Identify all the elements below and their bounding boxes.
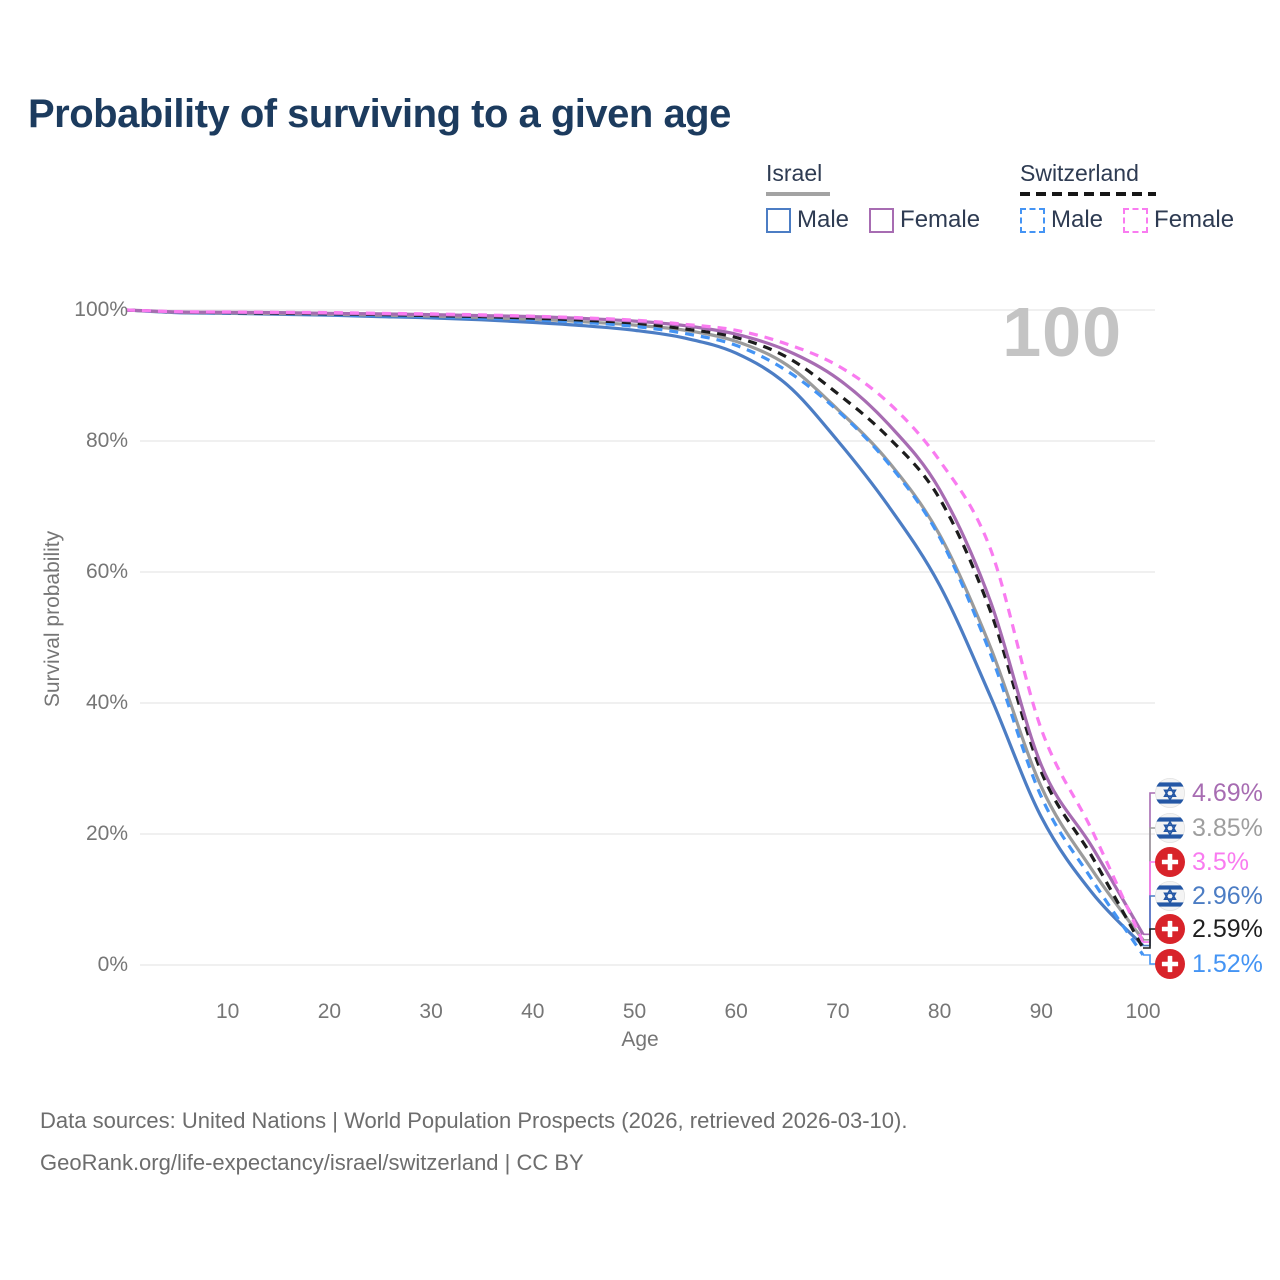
switzerland-female-swatch-icon [1123,207,1149,233]
y-tick-60%: 60% [85,560,128,583]
israel-female-swatch-icon [869,207,895,233]
x-tick-90: 90 [1029,1000,1053,1023]
end-label-il_f: 4.69% [1155,777,1263,809]
leader-line-ch_m [1143,954,1156,965]
legend-label-israel-female: Female [900,206,981,233]
end-value-il_m: 2.96% [1192,881,1263,910]
legend-linestyle-switzerland [1020,192,1156,196]
legend-label-israel-male: Male [797,206,850,233]
y-tick-80%: 80% [85,429,128,452]
switzerland-flag-icon [1155,847,1185,877]
attribution-text: GeoRank.org/life-expectancy/israel/switz… [40,1150,584,1175]
end-value-ch_t: 2.59% [1192,914,1263,943]
legend-label-switzerland-male: Male [1051,206,1104,233]
x-axis-title: Age [621,1028,659,1051]
israel-male-swatch-icon [766,207,791,233]
legend-linestyle-israel [766,192,830,196]
switzerland-male-swatch-icon [1020,207,1045,233]
x-tick-50: 50 [622,1000,647,1023]
israel-flag-icon [1155,778,1185,808]
x-tick-60: 60 [724,1000,748,1023]
curve-ch_t [125,308,1145,949]
leader-line-ch_t [1143,928,1156,949]
end-value-ch_f: 3.5% [1192,847,1249,876]
legend-item-israel-male[interactable]: Male [766,206,849,234]
x-tick-20: 20 [317,1000,342,1023]
end-label-ch_m: 1.52% [1155,948,1263,980]
curve-il_m [125,308,1145,947]
x-tick-100: 100 [1125,1000,1161,1023]
end-value-il_t: 3.85% [1192,813,1263,842]
curve-ch_m [125,308,1145,956]
y-tick-0%: 0% [97,953,128,976]
y-tick-20%: 20% [85,822,128,845]
age-counter-watermark: 100 [1002,293,1122,371]
end-label-il_m: 2.96% [1155,880,1263,912]
x-tick-40: 40 [521,1000,545,1023]
x-tick-70: 70 [826,1000,850,1023]
legend-item-switzerland-male[interactable]: Male [1020,206,1103,234]
data-sources-text: Data sources: United Nations | World Pop… [40,1108,908,1133]
israel-flag-icon [1155,813,1185,843]
legend-group-switzerland: Switzerland Male Female [1020,160,1234,234]
end-label-ch_t: 2.59% [1155,913,1263,945]
end-value-il_f: 4.69% [1192,778,1263,807]
end-label-ch_f: 3.5% [1155,846,1249,878]
x-tick-10: 10 [216,1000,240,1023]
x-tick-80: 80 [927,1000,952,1023]
y-tick-40%: 40% [85,691,128,714]
page-title: Probability of surviving to a given age [28,92,731,136]
legend-country-switzerland: Switzerland [1020,160,1139,186]
y-tick-100%: 100% [74,298,128,321]
legend-country-israel: Israel [766,160,823,186]
switzerland-flag-icon [1155,914,1185,944]
switzerland-flag-icon [1155,949,1185,979]
legend-item-switzerland-female[interactable]: Female [1123,206,1234,234]
end-value-ch_m: 1.52% [1192,949,1263,978]
curve-il_t [125,308,1145,941]
legend-item-israel-female[interactable]: Female [869,206,980,234]
end-label-il_t: 3.85% [1155,812,1263,844]
israel-flag-icon [1155,881,1185,911]
curve-il_f [125,308,1145,936]
legend-label-switzerland-female: Female [1154,206,1235,233]
curve-ch_f [125,308,1145,943]
legend-group-israel: Israel Male Female [766,160,980,234]
x-tick-30: 30 [419,1000,443,1023]
leader-line-il_m [1143,895,1156,947]
